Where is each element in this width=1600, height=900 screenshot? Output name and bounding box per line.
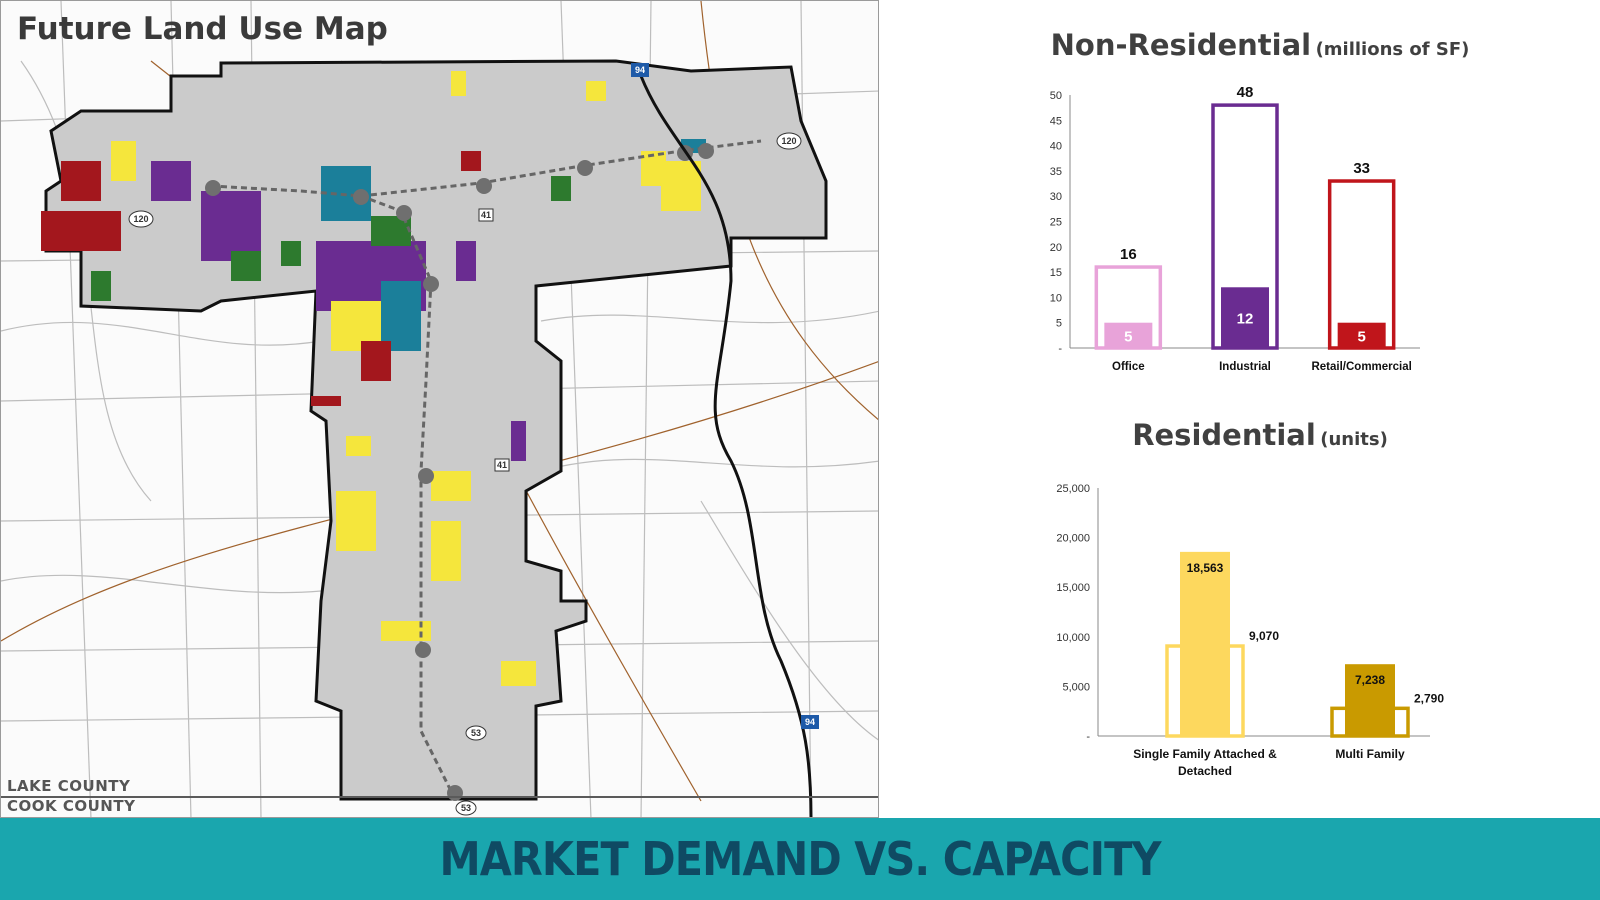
future-land-use-map: 94 120 120 41 41 53 53 94 Future Land Us… [0, 0, 879, 818]
chart-title: Non-Residential (millions of SF) [1030, 28, 1490, 62]
capacity-value-label: 33 [1353, 160, 1370, 177]
shield-label: 53 [471, 728, 481, 738]
chart-title-unit: (units) [1320, 429, 1388, 450]
category-label: Detached [1178, 764, 1232, 778]
y-tick-label: 15,000 [1056, 582, 1090, 594]
shield-53-south [455, 800, 477, 816]
demand-value-label: 5 [1124, 328, 1132, 345]
y-tick-label: 35 [1050, 166, 1062, 178]
interstate-94 [639, 75, 813, 817]
shield-94-south [801, 715, 819, 729]
y-tick-label: 15 [1050, 267, 1062, 279]
map-title: Future Land Use Map [17, 11, 388, 47]
category-label: Single Family Attached & [1133, 747, 1277, 761]
capacity-value-label: 9,070 [1249, 629, 1279, 643]
land-use-parcels [41, 71, 706, 686]
demand-bar [1221, 287, 1269, 348]
demand-bar [1337, 322, 1386, 348]
y-tick-label: 25 [1050, 217, 1062, 229]
y-tick-label: 10,000 [1056, 632, 1090, 644]
shield-120-east [776, 132, 802, 150]
shield-label: 120 [133, 214, 148, 224]
non-residential-chart: Non-Residential (millions of SF) - 5 10 15 2… [1030, 20, 1490, 390]
demand-bar [1104, 322, 1153, 348]
y-tick-label: 40 [1050, 141, 1062, 153]
chart-title-main: Residential [1132, 418, 1316, 452]
y-tick-label: 10 [1050, 292, 1062, 304]
highway-shields: 94 120 120 41 41 53 53 94 [128, 63, 819, 816]
shield-53-north [465, 725, 487, 741]
demand-value-label: 12 [1237, 311, 1254, 328]
county-label-cook: COOK COUNTY [7, 797, 136, 815]
demand-value-label: 18,563 [1187, 561, 1224, 575]
shield-label: 94 [635, 65, 645, 75]
shield-label: 41 [481, 210, 491, 220]
y-tick-label: 30 [1050, 191, 1062, 203]
shield-120-west [128, 210, 154, 228]
category-label: Multi Family [1335, 747, 1405, 761]
y-tick-label: 20 [1050, 242, 1062, 254]
y-tick-label: - [1058, 343, 1062, 355]
y-tick-label: 50 [1050, 90, 1062, 102]
chart-title-main: Non-Residential [1050, 28, 1312, 62]
capacity-value-label: 16 [1120, 246, 1137, 263]
shield-label: 41 [497, 460, 507, 470]
map-canvas: 94 120 120 41 41 53 53 94 [1, 1, 878, 817]
shield-94-north [631, 63, 649, 77]
shield-label: 120 [781, 136, 796, 146]
y-tick-label: 5,000 [1062, 681, 1090, 693]
y-tick-label: 45 [1050, 115, 1062, 127]
capacity-value-label: 48 [1237, 84, 1254, 101]
shield-label: 53 [461, 803, 471, 813]
shield-label: 94 [805, 717, 815, 727]
y-tick-label: - [1086, 731, 1090, 743]
shield-41-north [478, 208, 494, 222]
capacity-value-label: 2,790 [1414, 691, 1444, 705]
y-tick-label: 5 [1056, 318, 1062, 330]
demand-value-label: 5 [1357, 328, 1365, 345]
county-label-lake: LAKE COUNTY [7, 777, 131, 795]
y-tick-label: 25,000 [1056, 483, 1090, 495]
chart-title-unit: (millions of SF) [1315, 39, 1470, 60]
y-tick-label: 20,000 [1056, 533, 1090, 545]
demand-bar [1180, 551, 1230, 736]
chart-title: Residential (units) [1040, 418, 1480, 452]
category-label: Office [1112, 361, 1145, 373]
demand-bar [1345, 664, 1395, 736]
residential-plot: - 5,000 10,000 15,000 20,000 25,000 18,563 9,07… [1056, 483, 1444, 778]
non-residential-plot: - 5 10 15 20 25 30 35 40 45 50 16 5 Office 48 12 Industr… [1050, 84, 1420, 373]
residential-chart: Residential (units) - 5,000 10,000 15,000 20… [1040, 410, 1480, 790]
category-label: Industrial [1219, 361, 1271, 373]
footer-title: MARKET DEMAND VS. CAPACITY [439, 832, 1161, 886]
shield-41-south [494, 458, 510, 472]
category-label: Retail/Commercial [1311, 361, 1411, 373]
demand-value-label: 7,238 [1355, 673, 1385, 687]
footer-band: MARKET DEMAND VS. CAPACITY [0, 818, 1600, 900]
